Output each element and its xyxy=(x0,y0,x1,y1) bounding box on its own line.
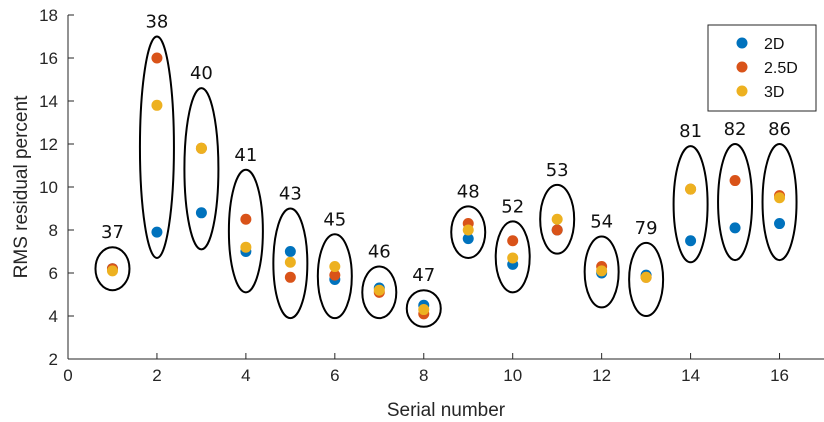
x-tick-label: 14 xyxy=(681,366,700,385)
annotation-label: 81 xyxy=(679,121,702,142)
legend: 2D 2.5D 3D xyxy=(707,24,817,112)
annotation-ellipse xyxy=(94,246,131,292)
x-tick-label: 12 xyxy=(592,366,611,385)
annotation-ellipse xyxy=(361,265,398,320)
data-point xyxy=(195,142,207,154)
data-point xyxy=(151,226,163,238)
annotation-label: 53 xyxy=(546,160,569,181)
x-tick-label: 4 xyxy=(241,366,250,385)
data-point xyxy=(685,235,697,247)
annotation-ellipse xyxy=(761,143,798,262)
data-point xyxy=(774,192,786,204)
annotation-ellipse xyxy=(405,289,442,328)
x-tick-label: 16 xyxy=(770,366,789,385)
legend-label: 2.5D xyxy=(764,60,798,77)
data-points xyxy=(106,52,786,320)
data-point xyxy=(729,222,741,234)
annotation-label: 45 xyxy=(323,209,346,230)
legend-label: 3D xyxy=(764,84,784,101)
annotation-ellipse xyxy=(138,35,175,259)
y-tick-label: 10 xyxy=(39,178,58,197)
annotation-label: 54 xyxy=(590,211,613,232)
data-point xyxy=(284,256,296,268)
data-point xyxy=(462,233,474,245)
annotation-ellipse xyxy=(450,205,487,259)
data-point xyxy=(329,261,341,273)
data-point xyxy=(774,218,786,230)
annotation-ellipse xyxy=(316,233,353,320)
annotation-label: 82 xyxy=(724,119,747,140)
y-tick-label: 18 xyxy=(39,6,58,25)
y-tick-label: 8 xyxy=(49,221,58,240)
y-tick-label: 2 xyxy=(49,350,58,369)
legend-marker xyxy=(736,61,748,73)
annotation-ellipse xyxy=(183,87,220,251)
annotation-ellipse xyxy=(672,145,709,264)
annotation-ellipses: 37 38 40 41 43 45 46 47 48 52 53 54 79 81 82 86 xyxy=(94,12,798,328)
data-point xyxy=(284,246,296,257)
data-point xyxy=(195,207,207,219)
data-point xyxy=(507,252,519,264)
annotation-ellipse xyxy=(717,143,754,262)
data-point xyxy=(551,213,563,225)
annotation-label: 41 xyxy=(234,145,257,166)
annotation-label: 40 xyxy=(190,63,213,84)
y-tick-label: 6 xyxy=(49,264,58,283)
annotation-label: 37 xyxy=(101,222,124,243)
y-tick-label: 16 xyxy=(39,49,58,68)
data-point xyxy=(596,265,608,277)
data-point xyxy=(151,52,163,64)
annotation-label: 43 xyxy=(279,184,302,205)
y-tick-label: 12 xyxy=(39,135,58,154)
x-axis-label: Serial number xyxy=(387,400,506,421)
data-point xyxy=(507,235,519,247)
x-tick-label: 10 xyxy=(503,366,522,385)
annotation-label: 47 xyxy=(412,265,435,286)
data-point xyxy=(151,99,163,111)
annotation-ellipse xyxy=(227,168,264,294)
data-point xyxy=(685,183,697,195)
y-tick-label: 14 xyxy=(39,92,58,111)
annotation-label: 52 xyxy=(501,196,524,217)
data-point xyxy=(373,284,385,296)
y-tick-label: 4 xyxy=(49,307,58,326)
legend-marker xyxy=(736,85,748,97)
data-point xyxy=(240,241,252,253)
x-tick-label: 8 xyxy=(419,366,428,385)
annotation-ellipse xyxy=(583,235,620,309)
annotation-label: 86 xyxy=(768,119,791,140)
legend-marker xyxy=(736,37,748,49)
annotation-ellipse xyxy=(628,241,665,318)
x-tick-label: 2 xyxy=(152,366,161,385)
annotation-label: 48 xyxy=(457,181,480,202)
x-tick-label: 6 xyxy=(330,366,339,385)
data-point xyxy=(329,269,341,281)
annotation-label: 79 xyxy=(635,218,658,239)
data-point xyxy=(284,271,296,283)
annotation-label: 46 xyxy=(368,242,391,263)
data-point xyxy=(418,304,430,316)
annotation-ellipse xyxy=(272,207,309,320)
legend-label: 2D xyxy=(764,36,784,53)
annotation-ellipse xyxy=(539,183,576,255)
legend-box xyxy=(707,24,817,112)
y-axis-label: RMS residual percent xyxy=(11,95,32,278)
data-point xyxy=(640,271,652,283)
annotation-ellipse xyxy=(494,220,531,294)
data-point xyxy=(462,224,474,236)
x-tick-label: 0 xyxy=(63,366,72,385)
data-point xyxy=(729,175,741,187)
data-point xyxy=(240,213,252,225)
annotation-label: 38 xyxy=(145,12,168,33)
data-point xyxy=(551,224,563,236)
data-point xyxy=(106,265,118,277)
